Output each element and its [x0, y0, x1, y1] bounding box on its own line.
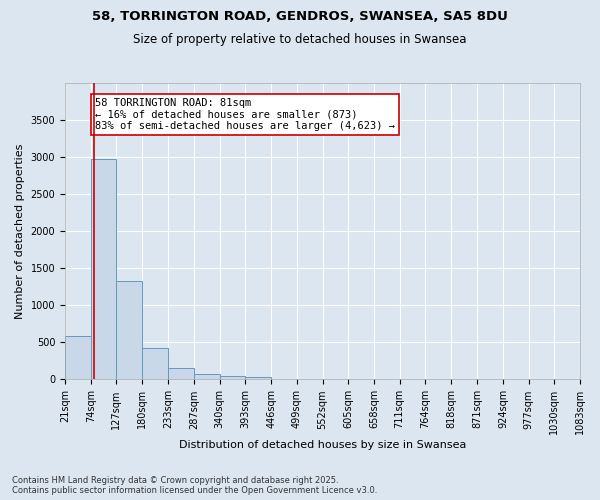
Bar	[65, 336, 91, 380]
Bar	[91, 160, 116, 380]
Bar	[168, 368, 194, 380]
X-axis label: Distribution of detached houses by size in Swansea: Distribution of detached houses by size …	[179, 440, 466, 450]
Bar	[142, 348, 168, 380]
Text: Size of property relative to detached houses in Swansea: Size of property relative to detached ho…	[133, 32, 467, 46]
Bar	[116, 281, 142, 380]
Y-axis label: Number of detached properties: Number of detached properties	[15, 144, 25, 319]
Text: 58 TORRINGTON ROAD: 81sqm
← 16% of detached houses are smaller (873)
83% of semi: 58 TORRINGTON ROAD: 81sqm ← 16% of detac…	[95, 98, 395, 131]
Text: Contains HM Land Registry data © Crown copyright and database right 2025.
Contai: Contains HM Land Registry data © Crown c…	[12, 476, 377, 495]
Text: 58, TORRINGTON ROAD, GENDROS, SWANSEA, SA5 8DU: 58, TORRINGTON ROAD, GENDROS, SWANSEA, S…	[92, 10, 508, 23]
Bar	[220, 376, 245, 380]
Bar	[245, 376, 271, 380]
Bar	[194, 374, 220, 380]
